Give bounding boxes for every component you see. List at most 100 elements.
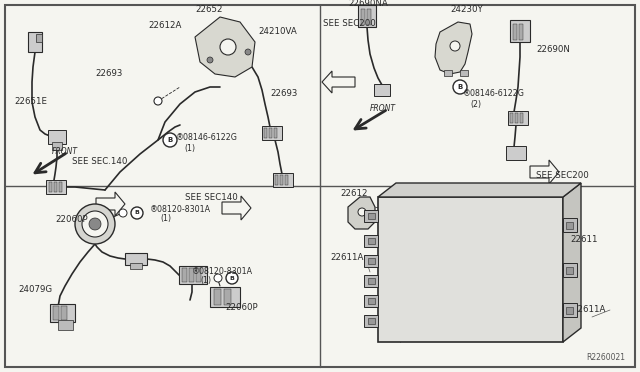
Bar [273,173,293,187]
Bar [368,258,375,264]
Bar [510,20,530,42]
Bar [367,9,371,25]
Text: 22060P: 22060P [55,215,88,224]
Circle shape [154,97,162,105]
Bar [130,263,142,269]
Circle shape [119,209,127,217]
Bar [368,238,375,244]
Bar [368,298,375,304]
Bar [224,289,231,305]
Text: 24230Y: 24230Y [450,6,483,15]
Text: 22693: 22693 [95,70,122,78]
Bar [364,255,378,267]
Circle shape [453,80,467,94]
Bar [364,210,378,222]
Text: B: B [168,137,173,143]
Bar [52,142,62,150]
Bar [269,128,272,138]
Bar [210,287,240,307]
Polygon shape [435,22,472,74]
Bar [368,318,375,324]
Circle shape [450,41,460,51]
Polygon shape [348,197,375,229]
Bar [275,175,278,185]
Circle shape [82,211,108,237]
Bar [179,266,207,284]
Text: (2): (2) [470,100,481,109]
Text: B: B [230,276,234,280]
Bar [182,268,187,282]
Bar [506,146,526,160]
Text: 22690N: 22690N [536,45,570,55]
Bar [49,182,52,192]
Bar [54,182,57,192]
Circle shape [75,204,115,244]
Polygon shape [530,160,559,184]
Polygon shape [222,196,251,220]
Bar [374,84,390,96]
Text: FRONT: FRONT [370,104,396,113]
Bar [264,128,267,138]
Circle shape [220,39,236,55]
Text: 22612: 22612 [340,189,367,199]
Bar [563,303,577,317]
Text: ®08120-8301A: ®08120-8301A [150,205,211,215]
Text: SEE SEC140: SEE SEC140 [185,192,237,202]
Bar [61,306,67,320]
Bar [364,315,378,327]
Bar [58,320,73,330]
Bar [53,306,59,320]
Text: (1): (1) [184,144,195,153]
Bar [50,304,75,322]
Bar [46,180,66,194]
Bar [566,222,573,229]
Text: 22611: 22611 [570,234,598,244]
Bar [196,268,201,282]
Bar [125,253,147,265]
Polygon shape [563,183,581,342]
Text: 22652: 22652 [195,6,223,15]
Text: (1): (1) [200,276,211,285]
Bar [189,268,194,282]
Bar [460,70,468,76]
Circle shape [214,274,222,282]
Bar [378,197,563,342]
Text: SEE SEC200: SEE SEC200 [323,19,376,29]
Bar [520,113,523,123]
Bar [508,111,528,125]
Bar [444,70,452,76]
Text: ®08146-6122G: ®08146-6122G [176,132,238,141]
Bar [274,128,277,138]
Circle shape [245,49,251,55]
Circle shape [358,208,366,216]
Bar [519,24,523,40]
Text: 24079G: 24079G [18,285,52,295]
Bar [364,295,378,307]
Bar [566,267,573,274]
Polygon shape [322,71,355,93]
Text: ®08146-6122G: ®08146-6122G [463,90,525,99]
Bar [361,9,365,25]
Bar [563,263,577,277]
Circle shape [163,133,177,147]
Bar [368,213,375,219]
Polygon shape [378,183,581,197]
Text: R2260021: R2260021 [586,353,625,362]
Text: 22693: 22693 [270,90,298,99]
Bar [563,218,577,232]
Bar [368,278,375,284]
Text: B: B [134,211,140,215]
Bar [510,113,513,123]
Bar [285,175,288,185]
Bar [566,307,573,314]
Bar [364,235,378,247]
Bar [214,289,221,305]
Bar [28,32,42,52]
Polygon shape [195,17,255,77]
Circle shape [226,272,238,284]
Bar [280,175,283,185]
Bar [358,5,376,27]
Text: B: B [458,84,463,90]
Text: SEE SEC.140: SEE SEC.140 [72,157,127,167]
Circle shape [207,57,213,63]
